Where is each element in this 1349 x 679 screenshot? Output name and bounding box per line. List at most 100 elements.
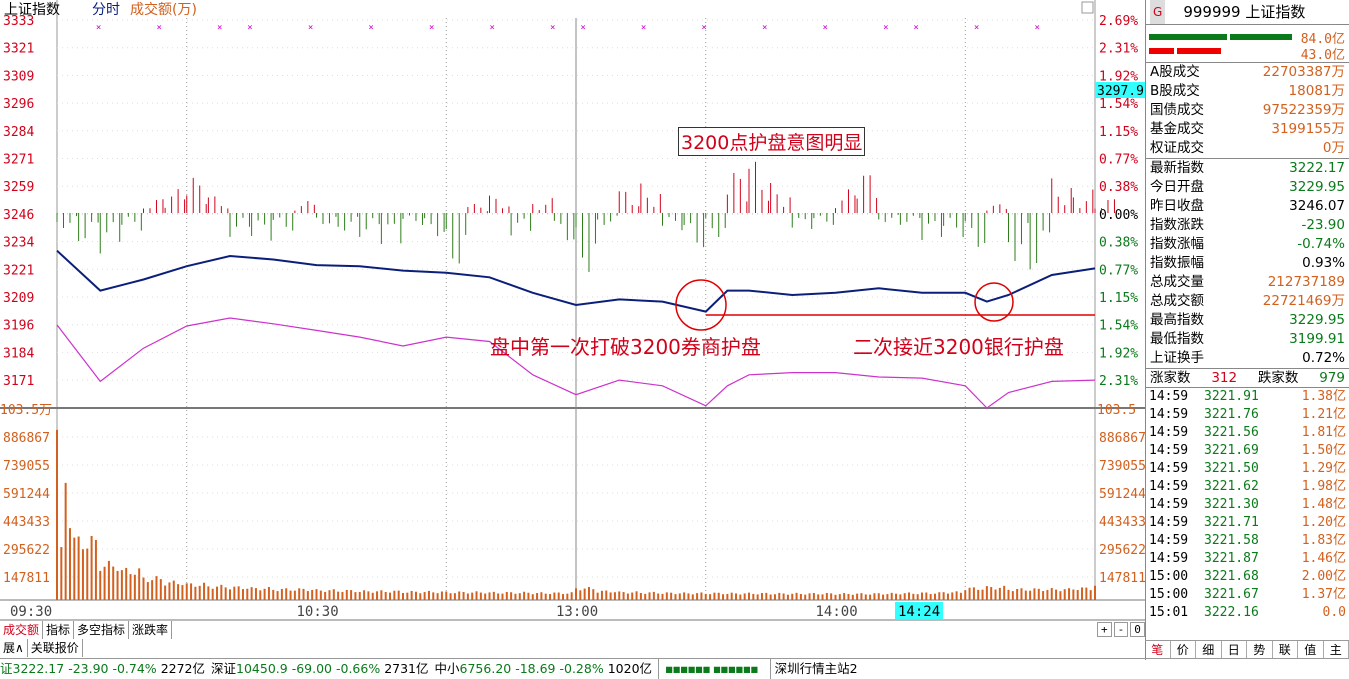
tick-row: 14:59 3221.91 1.38亿 (1149, 389, 1346, 404)
panel-tab[interactable]: 值 (1298, 641, 1324, 658)
marker: × (429, 23, 434, 33)
pct-tick: 1.15% (1099, 291, 1138, 306)
stat-row: 上证换手 0.72% (1150, 350, 1345, 366)
stat-row: 今日开盘 3229.95 (1150, 179, 1345, 195)
volume-tick: 886867 (3, 431, 50, 446)
price-tick: 3321 (3, 42, 34, 57)
tick-row: 14:59 3221.58 1.83亿 (1149, 533, 1346, 548)
time-cursor (895, 602, 943, 619)
marker: × (550, 23, 555, 33)
tab-3[interactable]: 涨跌率 (129, 621, 173, 639)
price-line (56, 249, 1096, 313)
highlight-circle (974, 282, 1014, 322)
zoom-btn[interactable]: - (1113, 622, 1129, 637)
panel-tab[interactable]: 笔 (1145, 641, 1171, 658)
svg-text:443433: 443433 (1099, 515, 1145, 530)
chart-title: 上证指数 (4, 2, 60, 18)
volume-max-label: 103.5万 (0, 403, 52, 418)
tab2-0[interactable]: 展∧ (0, 639, 28, 657)
svg-text:591244: 591244 (1099, 487, 1145, 502)
zoom-btn[interactable]: + (1097, 622, 1112, 637)
pct-tick: 1.92% (1099, 346, 1138, 361)
tick-row: 15:01 3222.16 0.0 (1149, 605, 1346, 620)
intraday-chart[interactable]: 上证指数 分时 成交额(万) × × × × × × × × × × × × × × × × × × 3333 2.69% 3… (0, 0, 1145, 621)
zoom-btn[interactable]: 0 (1130, 622, 1145, 637)
volume-tick: 295622 (3, 543, 50, 558)
zoom-controls: + -0 (1097, 622, 1145, 637)
tick-row: 14:59 3221.71 1.20亿 (1149, 515, 1346, 530)
tick-row: 14:59 3221.56 1.81亿 (1149, 425, 1346, 440)
tab2-1[interactable]: 关联报价 (28, 639, 83, 657)
annotation-second-approach: 二次接近3200银行护盘 (853, 335, 1064, 359)
price-tick: 3234 (3, 236, 34, 251)
stock-code: 999999 (1183, 3, 1241, 21)
turnover-row: 权证成交 0万 (1150, 140, 1345, 156)
panel-tab[interactable]: 细 (1196, 641, 1222, 658)
marker: × (96, 23, 101, 33)
tick-row: 14:59 3221.30 1.48亿 (1149, 497, 1346, 512)
tick-row: 14:59 3221.62 1.98亿 (1149, 479, 1346, 494)
pct-tick: 1.54% (1099, 319, 1138, 334)
marker: × (641, 23, 646, 33)
marker: × (762, 23, 767, 33)
tick-list[interactable]: 14:59 3221.91 1.38亿 14:59 3221.76 1.21亿 14:59 3… (1146, 387, 1349, 622)
stat-row: 最高指数 3229.95 (1150, 312, 1345, 328)
panel-tab[interactable]: 日 (1222, 641, 1247, 658)
server-name[interactable]: 深圳行情主站2 (769, 659, 858, 679)
time-tick: 10:30 (297, 604, 339, 620)
time-cursor-label: 14:24 (898, 604, 940, 620)
advance-decline: 涨家数 312 跌家数 979 (1146, 368, 1349, 387)
mode-label: 分时 (92, 2, 120, 18)
indicator-label: 成交额(万) (130, 1, 197, 18)
pct-tick: 2.31% (1099, 42, 1138, 57)
price-tick: 3209 (3, 291, 34, 306)
buy-sell-bars: 84.0亿 43.0亿 (1146, 24, 1349, 63)
avg-line (56, 317, 1096, 409)
tick-row: 15:00 3221.67 1.37亿 (1149, 587, 1346, 602)
price-tick: 3196 (3, 319, 34, 334)
marker: × (1034, 23, 1039, 33)
pct-tick: 0.00% (1099, 208, 1138, 223)
tab-2[interactable]: 多空指标 (74, 621, 130, 639)
time-tick: 14:00 (816, 604, 858, 620)
stock-name: 上证指数 (1245, 3, 1306, 21)
tab-0[interactable]: 成交额 (0, 621, 44, 639)
stat-row: 最新指数 3222.17 (1150, 160, 1345, 176)
marker: × (974, 23, 979, 33)
indicator-tabs: 成交额 指标 多空指标 涨跌率 (0, 621, 173, 639)
price-tick: 3271 (3, 153, 34, 168)
tick-row: 14:59 3221.87 1.46亿 (1149, 551, 1346, 566)
volume-tick: 147811 (3, 571, 50, 586)
pct-tick: 1.54% (1099, 97, 1138, 112)
current-price-tag (1095, 82, 1145, 98)
svg-text:886867: 886867 (1099, 431, 1145, 446)
stat-row: 昨日收盘 3246.07 (1150, 198, 1345, 214)
panel-tab[interactable]: 联 (1273, 641, 1298, 658)
marker: × (913, 23, 918, 33)
pct-tick: 0.38% (1099, 180, 1138, 195)
maximize-button[interactable] (1081, 1, 1094, 14)
tick-row: 14:59 3221.50 1.29亿 (1149, 461, 1346, 476)
connection-indicator: ▪▪▪▪▪▪ ▪▪▪▪▪▪ (658, 659, 764, 679)
marker: × (156, 23, 161, 33)
panel-tab[interactable]: 势 (1247, 641, 1273, 658)
turnover-row: B股成交 18081万 (1150, 83, 1345, 99)
stat-row: 指数涨跌 -23.90 (1150, 217, 1345, 233)
panel-tab[interactable]: 价 (1171, 641, 1196, 658)
pct-tick: 0.77% (1099, 153, 1138, 168)
tick-row: 15:00 3221.68 2.00亿 (1149, 569, 1346, 584)
pct-tick: 2.31% (1099, 374, 1138, 389)
tick-row: 14:59 3221.69 1.50亿 (1149, 443, 1346, 458)
panel-tab[interactable]: 主 (1324, 641, 1349, 658)
price-tick: 3171 (3, 374, 34, 389)
g-badge: G (1150, 0, 1166, 24)
marker: × (580, 23, 585, 33)
price-tick: 3296 (3, 97, 34, 112)
svg-text:147811: 147811 (1099, 571, 1145, 586)
time-tick: 13:00 (556, 604, 598, 620)
time-tick: 09:30 (10, 604, 52, 620)
price-tick: 3333 (3, 14, 34, 29)
tab-1[interactable]: 指标 (43, 621, 75, 639)
pct-tick: 0.38% (1099, 236, 1138, 251)
status-bar: 证3222.17 -23.90 -0.74% 2272亿 深证10450.9 -… (0, 658, 1349, 679)
